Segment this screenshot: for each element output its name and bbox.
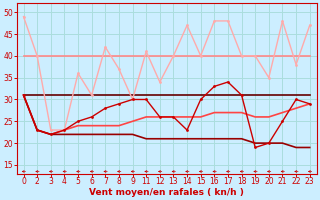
X-axis label: Vent moyen/en rafales ( kn/h ): Vent moyen/en rafales ( kn/h ) <box>89 188 244 197</box>
